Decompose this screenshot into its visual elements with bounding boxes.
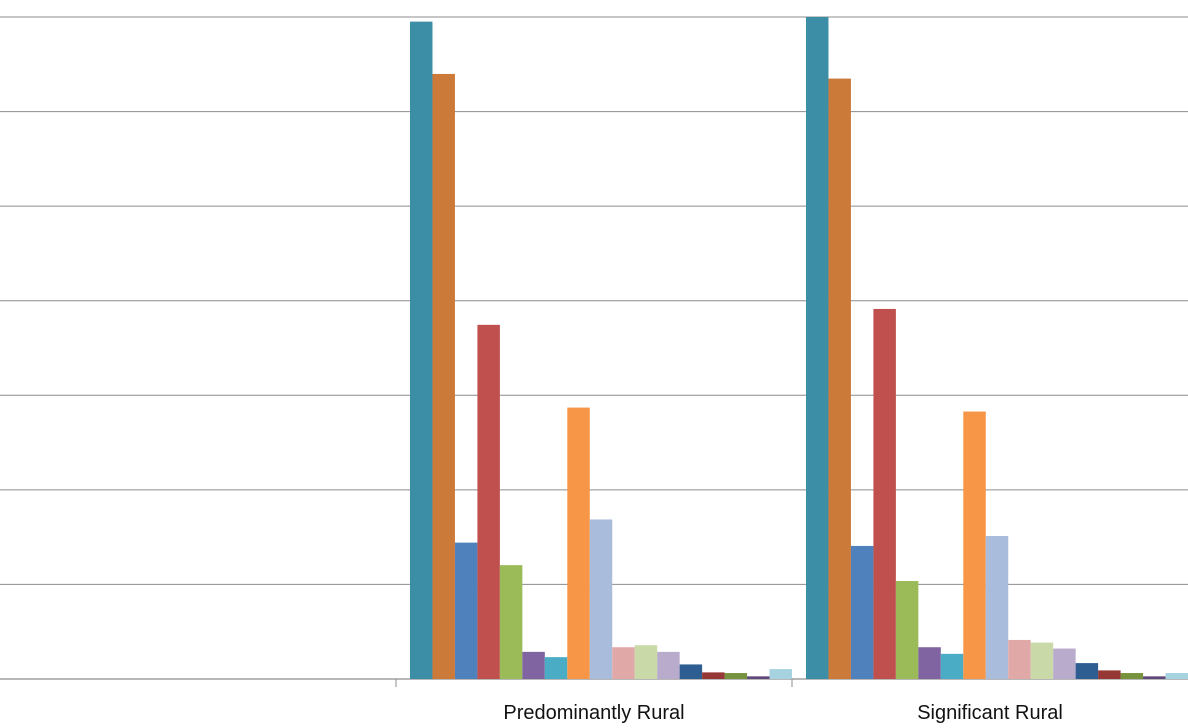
- bar: [544, 657, 568, 679]
- bar: [873, 308, 896, 679]
- bar: [1120, 673, 1144, 679]
- bar: [963, 411, 986, 679]
- bar: [1098, 670, 1121, 679]
- bar: [612, 647, 635, 679]
- x-axis-category-label: Predominantly Rural: [503, 702, 685, 724]
- bar: [1075, 663, 1099, 679]
- bar: [1143, 676, 1166, 679]
- bar: [940, 653, 964, 679]
- bar: [567, 407, 590, 679]
- bar: [828, 78, 851, 680]
- bar: [747, 676, 770, 679]
- bar: [499, 565, 523, 679]
- bar: [985, 536, 1009, 679]
- bar: [410, 21, 433, 680]
- bar: [1008, 639, 1031, 679]
- bar: [850, 545, 874, 679]
- bar: [769, 669, 792, 679]
- bar: [432, 73, 455, 679]
- bar: [477, 324, 500, 679]
- bar: [679, 664, 703, 679]
- bar: [657, 651, 680, 679]
- bar: [918, 647, 941, 679]
- bar: [724, 673, 748, 679]
- bar: [895, 581, 919, 679]
- x-axis: [395, 679, 793, 687]
- bar: [702, 672, 725, 679]
- bar: [522, 651, 545, 679]
- bar: [806, 17, 829, 679]
- bar: [1030, 642, 1054, 679]
- bar: [589, 519, 613, 679]
- bars: [410, 17, 1188, 680]
- x-axis-category-label: Significant Rural: [917, 702, 1063, 724]
- bar: [1165, 673, 1188, 679]
- bar: [454, 542, 478, 679]
- bar: [1053, 648, 1076, 679]
- bar: [634, 645, 658, 679]
